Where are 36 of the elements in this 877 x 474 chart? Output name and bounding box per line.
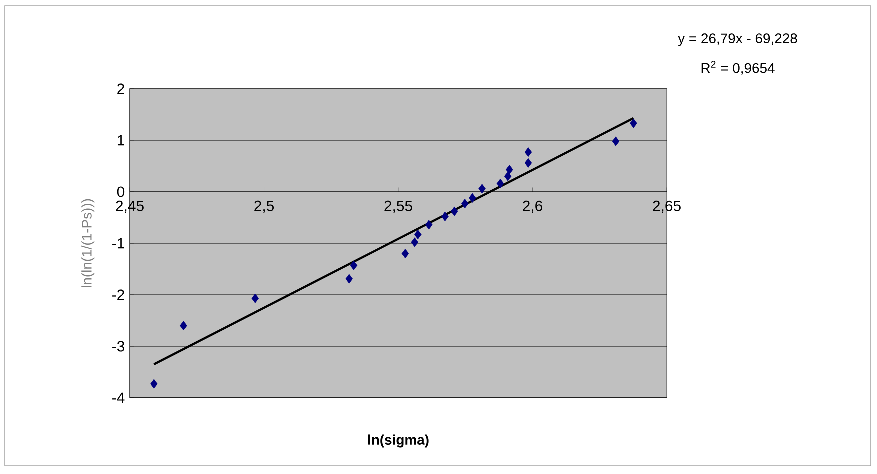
point xyxy=(504,172,512,182)
y-tick-label: -3 xyxy=(112,341,125,352)
point xyxy=(468,193,476,203)
point xyxy=(524,158,532,168)
x-axis-title: ln(sigma) xyxy=(368,434,429,448)
point xyxy=(461,199,469,209)
point xyxy=(411,238,419,248)
y-tick-label: 1 xyxy=(118,135,124,146)
text: R$^{2}$ = 0,9654 xyxy=(702,61,775,75)
point xyxy=(346,274,354,284)
point xyxy=(524,148,532,158)
y-axis-title: ln(ln(1/(1-Ps))) xyxy=(82,199,95,288)
y-tick-label: -1 xyxy=(112,238,124,249)
x-tick-label: 2,65 xyxy=(653,200,681,214)
point xyxy=(252,294,260,304)
y-tick-label: -4 xyxy=(112,392,125,404)
y-tick-label: -2 xyxy=(112,290,124,300)
point xyxy=(506,165,514,175)
point xyxy=(350,260,358,270)
x-tick-label: 2,6 xyxy=(523,200,542,214)
point xyxy=(612,136,620,146)
point xyxy=(402,249,410,259)
x-tick-label: 2,5 xyxy=(254,200,274,214)
y-tick-label: 0 xyxy=(117,186,125,198)
text: y = 26,79x - 69,228 xyxy=(678,34,798,46)
point xyxy=(414,230,422,240)
point xyxy=(425,220,433,230)
point xyxy=(150,379,158,389)
point xyxy=(442,212,449,222)
point xyxy=(478,184,486,194)
y-tick-label: 2 xyxy=(118,84,124,94)
x-tick-label: 2,55 xyxy=(384,200,412,214)
point xyxy=(180,321,188,331)
point xyxy=(450,206,458,216)
point xyxy=(496,178,504,189)
point xyxy=(630,118,638,128)
